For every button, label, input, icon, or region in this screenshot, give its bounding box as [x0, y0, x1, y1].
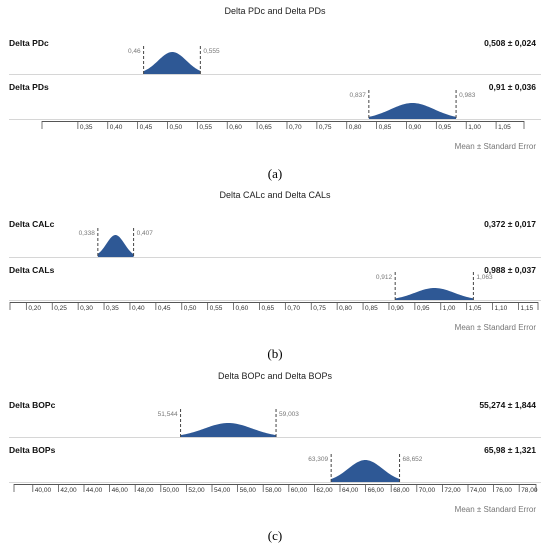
panel-c-row2-upper-label: 68,652: [403, 456, 423, 463]
panel-a-tick-label-12: 0,95: [438, 124, 451, 131]
panel-b-tick-label-6: 0,50: [184, 305, 197, 312]
panel-c-row2-label: Delta BOPs: [9, 445, 56, 455]
panel-a-row2-stat: 0,91 ± 0,036: [488, 82, 536, 92]
panel-b-row2-stat: 0,988 ± 0,037: [484, 265, 536, 275]
panel-a-row2-distribution: [368, 103, 457, 119]
panel-a-tick-label-11: 0,90: [408, 124, 421, 131]
panel-c-tick-label-6: 52,00: [188, 487, 205, 494]
panel-b-tick-label-5: 0,45: [158, 305, 171, 312]
panel-a-tick-label-0: 0,35: [80, 124, 93, 131]
panel-b-caption: (b): [267, 346, 283, 361]
panel-a-tick-label-10: 0,85: [379, 124, 392, 131]
panel-c-tick-label-10: 60,00: [291, 487, 308, 494]
panel-a-tick-label-13: 1,00: [468, 124, 481, 131]
panel-c-tick-label-7: 54,00: [214, 487, 231, 494]
panel-c-row1-distribution: [180, 423, 277, 437]
panel-c-row1-label: Delta BOPc: [9, 400, 56, 410]
panel-a-row1-label: Delta PDc: [9, 38, 49, 48]
panel-c-row1-stat: 55,274 ± 1,844: [479, 400, 536, 410]
panel-c-tick-label-18: 76,00: [496, 487, 513, 494]
panel-c-footer: Mean ± Standard Error: [454, 505, 536, 514]
panel-c-title: Delta BOPc and Delta BOPs: [217, 371, 333, 381]
panel-c-tick-label-3: 46,00: [112, 487, 129, 494]
panel-b-row1-distribution: [97, 235, 134, 257]
panel-a-row2-upper-label: 0,983: [459, 92, 476, 99]
panel-c-tick-label-12: 64,00: [342, 487, 359, 494]
panel-a-row1-stat: 0,508 ± 0,024: [484, 38, 536, 48]
panel-b-tick-label-3: 0,35: [106, 305, 119, 312]
panel-b-tick-label-8: 0,60: [236, 305, 249, 312]
panel-c-row2-distribution: [331, 460, 400, 482]
panel-a-tick-label-6: 0,65: [259, 124, 272, 131]
panel-b-tick-label-17: 1,05: [469, 305, 482, 312]
panel-a-row1-distribution: [143, 52, 201, 74]
panel-b-footer: Mean ± Standard Error: [454, 323, 536, 332]
panel-b-tick-label-18: 1,10: [495, 305, 508, 312]
panel-a-caption: (a): [267, 166, 283, 181]
panel-c-caption: (c): [267, 528, 283, 543]
panel-b-tick-label-10: 0,70: [287, 305, 300, 312]
panel-c-tick-label-13: 66,00: [368, 487, 385, 494]
panel-a-tick-label-3: 0,50: [169, 124, 182, 131]
panel-c-tick-label-1: 42,00: [60, 487, 77, 494]
panel-c-row1-upper-label: 59,003: [279, 411, 299, 418]
panel-b-tick-label-0: 0,20: [28, 305, 41, 312]
panel-a-tick-label-5: 0,60: [229, 124, 242, 131]
panel-c-tick-label-16: 72,00: [444, 487, 461, 494]
panel-b-row1-upper-label: 0,407: [137, 230, 154, 237]
panel-b-tick-label-19: 1,15: [520, 305, 533, 312]
panel-c-tick-label-5: 50,00: [163, 487, 180, 494]
panel-c-tick-label-11: 62,00: [316, 487, 333, 494]
panel-a-row2-label: Delta PDs: [9, 82, 49, 92]
panel-a-footer: Mean ± Standard Error: [454, 142, 536, 151]
panel-c-tick-label-9: 58,00: [265, 487, 282, 494]
panel-b-tick-label-14: 0,90: [391, 305, 404, 312]
panel-b-tick-label-2: 0,30: [80, 305, 93, 312]
panel-c-tick-label-2: 44,00: [86, 487, 103, 494]
panel-b-row2-lower-label: 0,912: [376, 274, 393, 281]
panel-a-tick-label-14: 1,05: [498, 124, 511, 131]
panel-b-tick-label-9: 0,65: [261, 305, 274, 312]
panel-a-tick-label-4: 0,55: [199, 124, 212, 131]
panel-b-row1-stat: 0,372 ± 0,017: [484, 219, 536, 229]
panel-c-tick-label-17: 74,00: [470, 487, 487, 494]
panel-b-title: Delta CALc and Delta CALs: [219, 190, 331, 200]
panel-b-tick-label-12: 0,80: [339, 305, 352, 312]
panel-c-row2-lower-label: 63,309: [308, 456, 328, 463]
panel-b-row2-distribution: [395, 288, 474, 300]
panel-a-title: Delta PDc and Delta PDs: [224, 6, 326, 16]
panel-a-tick-label-2: 0,45: [140, 124, 153, 131]
panel-a-tick-label-7: 0,70: [289, 124, 302, 131]
panel-a-row1-upper-label: 0,555: [203, 48, 220, 55]
panel-c-tick-label-8: 56,00: [240, 487, 257, 494]
panel-a-row2-lower-label: 0,837: [350, 92, 367, 99]
panel-b-tick-label-4: 0,40: [132, 305, 145, 312]
panel-c-tick-label-14: 68,00: [393, 487, 410, 494]
panel-a-tick-label-8: 0,75: [319, 124, 332, 131]
panel-c-row2-stat: 65,98 ± 1,321: [484, 445, 536, 455]
panel-c-tick-label-4: 48,00: [137, 487, 154, 494]
panel-a-row1-lower-label: 0,46: [128, 48, 141, 55]
panel-b-tick-label-16: 1,00: [443, 305, 456, 312]
panel-c-tick-label-15: 70,00: [419, 487, 436, 494]
panel-b-tick-label-11: 0,75: [313, 305, 326, 312]
panel-c-row1-lower-label: 51,544: [158, 411, 178, 418]
panel-b-tick-label-7: 0,55: [210, 305, 223, 312]
panel-b-tick-label-13: 0,85: [365, 305, 378, 312]
panel-b-row2-upper-label: 1,063: [476, 274, 493, 281]
panel-b-tick-label-15: 0,95: [417, 305, 430, 312]
panel-c-tick-label-19: 78,00: [521, 487, 538, 494]
panel-a-tick-label-9: 0,80: [349, 124, 362, 131]
panel-b-row2-label: Delta CALs: [9, 265, 55, 275]
panel-b-row1-label: Delta CALc: [9, 219, 55, 229]
panel-b-tick-label-1: 0,25: [54, 305, 67, 312]
panel-c-tick-label-0: 40,00: [35, 487, 52, 494]
panel-a-tick-label-1: 0,40: [110, 124, 123, 131]
panel-b-row1-lower-label: 0,338: [79, 230, 96, 237]
